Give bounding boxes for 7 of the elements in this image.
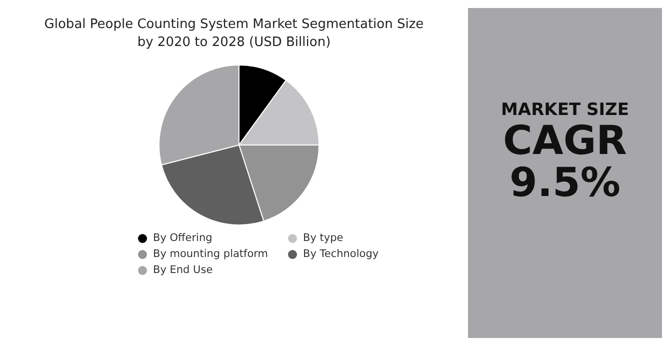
- legend-label: By End Use: [153, 264, 213, 276]
- legend-label: By mounting platform: [153, 248, 268, 260]
- text: MARKET SIZE: [501, 100, 629, 120]
- legend-label: By Technology: [303, 248, 379, 260]
- legend-label: By type: [303, 232, 344, 244]
- chart-title: Global People Counting System Market Segmentation Size by 2020 to 2028 (USD Billion): [43, 16, 425, 52]
- legend-label: By Offering: [153, 232, 212, 244]
